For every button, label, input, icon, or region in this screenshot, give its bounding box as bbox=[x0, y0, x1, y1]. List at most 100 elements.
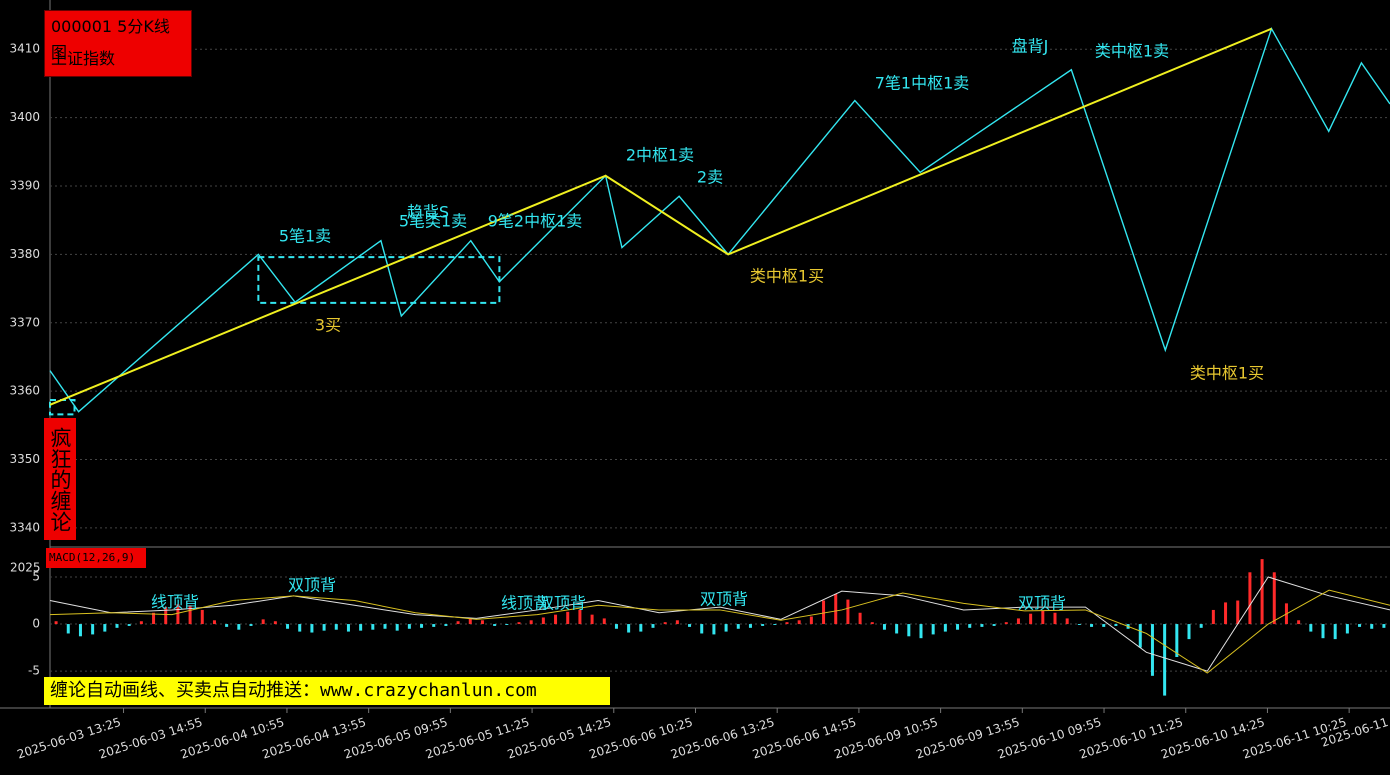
macd-bar bbox=[152, 612, 156, 625]
annotation: 5笔1卖 bbox=[279, 227, 331, 246]
y-tick-label: 3350 bbox=[9, 452, 40, 466]
macd-bar bbox=[480, 620, 484, 625]
y-tick-label: -5 bbox=[28, 664, 40, 678]
macd-bar bbox=[164, 607, 168, 625]
macd-bar bbox=[663, 622, 667, 625]
macd-bar bbox=[822, 600, 826, 625]
macd-bar bbox=[127, 624, 131, 626]
annotation: 盘背J bbox=[1012, 37, 1049, 56]
dea-line bbox=[49, 589, 1390, 674]
macd-bar bbox=[846, 599, 850, 625]
macd-bar bbox=[834, 593, 838, 625]
macd-bar bbox=[359, 624, 363, 631]
macd-bar bbox=[1053, 612, 1057, 625]
macd-bar bbox=[590, 614, 594, 625]
y-tick-label: 3390 bbox=[9, 178, 40, 192]
macd-bar bbox=[736, 624, 740, 629]
annotation: 类中枢1卖 bbox=[1095, 42, 1169, 61]
macd-bar bbox=[383, 624, 387, 629]
macd-bar bbox=[1029, 613, 1033, 625]
macd-bar bbox=[298, 624, 302, 632]
macd-bar bbox=[444, 624, 448, 626]
macd-top-label: 2025 bbox=[10, 561, 41, 575]
macd-bar bbox=[761, 624, 765, 626]
macd-bar bbox=[1224, 602, 1228, 625]
macd-bar bbox=[322, 624, 326, 631]
segment-line bbox=[49, 27, 1272, 406]
macd-bar bbox=[1114, 624, 1118, 626]
macd-bar bbox=[1090, 624, 1094, 627]
macd-bar bbox=[627, 624, 631, 633]
macd-bar bbox=[78, 624, 82, 637]
macd-bar bbox=[541, 617, 545, 625]
macd-bar bbox=[1163, 624, 1167, 696]
y-tick-label: 3340 bbox=[9, 520, 40, 534]
y-tick-label: 3400 bbox=[9, 110, 40, 124]
macd-bar bbox=[1370, 624, 1374, 629]
macd-bar bbox=[1150, 624, 1154, 676]
y-tick-label: 0 bbox=[32, 617, 40, 631]
macd-bar bbox=[1187, 624, 1191, 640]
macd-bar bbox=[139, 621, 143, 625]
macd-bar bbox=[578, 609, 582, 625]
macd-bar bbox=[1382, 624, 1386, 628]
y-tick-label: 5 bbox=[32, 570, 40, 584]
side-label: 疯狂的缠论 bbox=[44, 418, 76, 540]
annotation: 9笔2中枢1卖 bbox=[488, 212, 583, 231]
macd-bar bbox=[1309, 624, 1313, 632]
macd-bar bbox=[517, 622, 521, 625]
bi-stroke bbox=[49, 26, 1390, 413]
y-tick-label: 3360 bbox=[9, 384, 40, 398]
macd-bar bbox=[395, 624, 399, 631]
macd-bar bbox=[602, 618, 606, 625]
macd-bar bbox=[371, 624, 375, 630]
macd-bar bbox=[420, 624, 424, 628]
macd-bar bbox=[407, 624, 411, 629]
macd-bar bbox=[1138, 624, 1142, 648]
macd-bar bbox=[493, 624, 497, 626]
macd-bar bbox=[468, 618, 472, 625]
y-tick-label: 3410 bbox=[9, 42, 40, 56]
macd-bar bbox=[66, 624, 70, 634]
macd-bar bbox=[1077, 624, 1081, 625]
macd-annotation: 双顶背 bbox=[1018, 594, 1066, 613]
macd-bar bbox=[273, 621, 277, 625]
macd-bar bbox=[858, 612, 862, 625]
macd-bar bbox=[1248, 572, 1252, 625]
macd-bar bbox=[432, 624, 436, 627]
macd-annotation: 线顶背 bbox=[151, 593, 199, 612]
macd-bar bbox=[1297, 620, 1301, 625]
annotation: 类中枢1买 bbox=[1190, 364, 1264, 383]
macd-bar bbox=[700, 624, 704, 634]
macd-bar bbox=[1345, 624, 1349, 634]
macd-bar bbox=[614, 624, 618, 629]
macd-bar bbox=[54, 621, 58, 625]
macd-bar bbox=[1211, 609, 1215, 625]
annotation: 类中枢1买 bbox=[750, 267, 824, 286]
macd-bar bbox=[797, 620, 801, 625]
macd-bar bbox=[1236, 600, 1240, 625]
macd-bar bbox=[456, 621, 460, 625]
annotation: 2卖 bbox=[697, 168, 723, 187]
macd-bar bbox=[980, 624, 984, 627]
macd-bar bbox=[688, 624, 692, 627]
y-tick-label: 3380 bbox=[9, 247, 40, 261]
annotation: 5笔类1卖 bbox=[399, 212, 467, 231]
macd-bar bbox=[882, 624, 886, 630]
macd-bar bbox=[115, 624, 119, 628]
macd-title: MACD(12,26,9) bbox=[46, 548, 146, 568]
macd-bar bbox=[785, 622, 789, 625]
footer: 缠论自动画线、买卖点自动推送：www.crazychanlun.com bbox=[44, 677, 610, 705]
dif-line bbox=[49, 576, 1390, 672]
annotation: 趋背S bbox=[407, 203, 449, 222]
macd-bar bbox=[249, 624, 253, 626]
macd-bar bbox=[237, 624, 241, 630]
macd-bar bbox=[1175, 624, 1179, 657]
macd-bar bbox=[212, 620, 216, 625]
macd-bar bbox=[225, 624, 229, 627]
macd-bar bbox=[176, 604, 180, 625]
macd-annotation: 双顶背 bbox=[538, 594, 586, 613]
macd-bar bbox=[505, 624, 509, 625]
macd-bar bbox=[931, 624, 935, 635]
